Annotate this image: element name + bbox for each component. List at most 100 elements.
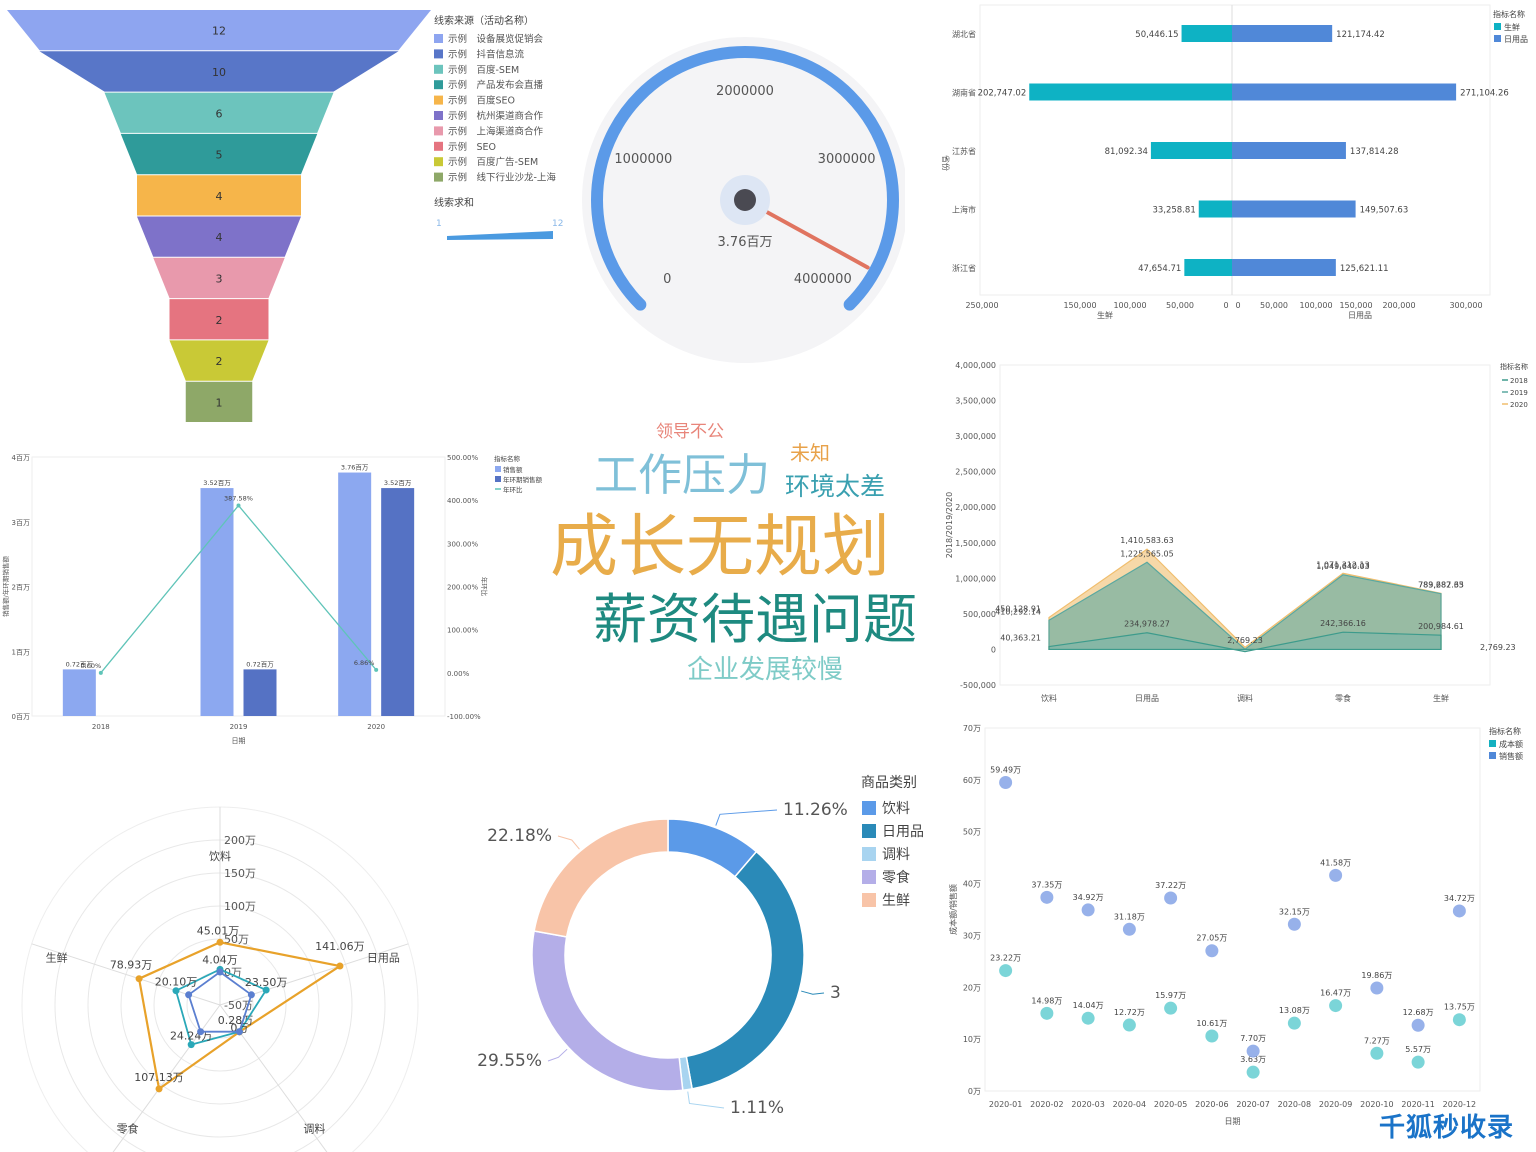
butterfly-left-bar: [1184, 259, 1232, 276]
area-data-label: 789,287.33: [1418, 580, 1464, 589]
gauge-chart-panel: 0 1000000 2000000 3000000 4000000 3.76百万: [575, 25, 905, 370]
word-cloud-word: 薪资待遇问题: [593, 588, 917, 651]
watermark-logo: 千狐秒收录: [1378, 1113, 1514, 1143]
scatter-point: [1122, 922, 1136, 936]
butterfly-left-bar: [1150, 142, 1232, 159]
scatter-data-label: 27.05万: [1196, 934, 1227, 943]
radar-point: [216, 938, 224, 946]
donut-legend-swatch: [862, 847, 876, 861]
area-y-tick: 1,500,000: [955, 539, 996, 548]
radar-axis-label: 饮料: [209, 849, 231, 863]
donut-legend-swatch: [862, 893, 876, 907]
funnel-value-label: 5: [216, 149, 223, 162]
funnel-segment: [104, 92, 334, 133]
area-data-label: 1,049,640.03: [1316, 562, 1369, 571]
scatter-data-label: 41.58万: [1320, 858, 1351, 867]
scatter-x-tick: 2020-11: [1401, 1100, 1434, 1109]
area-y-tick: 1,000,000: [955, 574, 996, 583]
scatter-data-label: 13.75万: [1444, 1003, 1475, 1012]
butterfly-category-label: 上海市: [952, 205, 976, 215]
barline-line-point: [236, 503, 241, 508]
donut-leader-line: [801, 990, 825, 995]
scatter-point: [1370, 1046, 1384, 1060]
barline-right-tick: 0.00%: [447, 670, 470, 678]
gauge-tick-label: 1000000: [614, 152, 672, 167]
scatter-y-tick: 40万: [963, 880, 981, 889]
scatter-point: [1205, 1029, 1219, 1043]
gauge-track: [591, 46, 899, 311]
barline-x-tick: 2020: [367, 723, 385, 731]
donut-slice-label: 3: [830, 983, 841, 1003]
butterfly-legend-swatch: [1494, 35, 1501, 42]
scatter-data-label: 23.22万: [990, 954, 1021, 963]
funnel-value-label: 2: [216, 355, 223, 368]
area-y-axis-label: 2018/2019/2020: [945, 492, 954, 558]
scatter-data-label: 37.35万: [1031, 880, 1062, 889]
scatter-legend-swatch: [1489, 740, 1496, 747]
scatter-legend-title: 指标名称: [1489, 726, 1521, 736]
radar-axis-label: 生鲜: [46, 951, 68, 965]
butterfly-right-tick: 300,000: [1449, 301, 1482, 310]
funnel-legend-swatch: [434, 172, 443, 182]
butterfly-left-tick: 0: [1223, 301, 1228, 310]
funnel-value-label: 4: [216, 190, 223, 203]
barline-right-tick: 300.00%: [447, 540, 478, 548]
funnel-legend-label: 示例 上海渠道商合作: [448, 125, 544, 137]
donut-slice-label: 22.18%: [487, 826, 552, 846]
scatter-point: [1287, 1016, 1301, 1030]
barline-bar-label: 3.52百万: [203, 479, 231, 487]
butterfly-left-xlabel: 生鲜: [1097, 310, 1113, 320]
bar-line-chart-panel: 4百万 3百万 2百万 1百万 0百万 500.00% 400.00% 300.00% 200.…: [0, 445, 560, 755]
gauge-tick-label: 3000000: [818, 152, 876, 167]
scatter-legend-label: 销售额: [1499, 751, 1523, 761]
radar-point: [185, 991, 193, 999]
scatter-xlabel: 日期: [1225, 1117, 1241, 1126]
barline-bar-prev: [243, 669, 277, 716]
barline-right-tick: 400.00%: [447, 497, 478, 505]
barline-bar-label: 3.52百万: [384, 479, 412, 487]
area-data-label: 783,682.65: [1418, 581, 1464, 590]
area-y-tick: 4,000,000: [955, 361, 996, 370]
scatter-point: [999, 964, 1013, 978]
funnel-legend-label: 示例 线下行业沙龙-上海: [448, 172, 556, 184]
area-x-tick: 生鲜: [1433, 693, 1449, 703]
barline-bar-sales: [338, 472, 372, 716]
barline-line-point: [98, 670, 103, 675]
area-chart: 4,000,000 3,500,000 3,000,000 2,500,000 2,00…: [945, 361, 1528, 703]
scatter-x-tick: 2020-06: [1195, 1100, 1228, 1109]
butterfly-left-bar: [1181, 25, 1232, 42]
scatter-data-label: 3.63万: [1240, 1055, 1266, 1064]
donut-slice-label: 1.11%: [730, 1098, 784, 1118]
barline-left-tick: 2百万: [12, 584, 30, 592]
funnel-legend-swatch: [434, 95, 443, 105]
scatter-data-label: 31.18万: [1114, 912, 1145, 921]
scatter-y-tick: 50万: [963, 828, 981, 837]
donut-slice: [531, 930, 684, 1092]
funnel-legend-title: 线索来源（活动名称）: [434, 14, 534, 27]
radar-value-label: 23.50万: [245, 976, 288, 989]
funnel-size-legend-title: 线索求和: [434, 196, 474, 209]
area-y-tick: 2,500,000: [955, 468, 996, 477]
radar-series-polygon: [137, 941, 343, 1091]
area-x-tick: 零食: [1335, 693, 1351, 703]
funnel-segment: [120, 133, 318, 175]
radar-value-label: 4.04万: [202, 953, 238, 966]
funnel-legend-swatch: [434, 49, 443, 59]
funnel-legend-label: 示例 设备展览促销会: [448, 33, 544, 45]
scatter-point: [1081, 903, 1095, 917]
scatter-point: [1040, 890, 1054, 904]
donut-leader-line: [715, 809, 778, 826]
radar-point: [197, 1028, 205, 1036]
radar-point: [247, 991, 255, 999]
radar-point: [235, 1028, 243, 1036]
scatter-point: [1452, 904, 1466, 918]
butterfly-left-bar: [1029, 83, 1232, 101]
donut-legend-swatch: [862, 824, 876, 838]
area-data-label: 2,769.23: [1227, 636, 1263, 645]
scatter-chart-panel: 70万 60万 50万 40万 30万 20万 10万 0万 2020-01 2020-02 202…: [940, 720, 1536, 1152]
butterfly-right-value: 125,621.11: [1340, 264, 1389, 274]
butterfly-left-tick: 150,000: [1063, 301, 1096, 310]
donut-leader-line: [687, 1091, 725, 1109]
scatter-data-label: 7.27万: [1364, 1036, 1390, 1045]
